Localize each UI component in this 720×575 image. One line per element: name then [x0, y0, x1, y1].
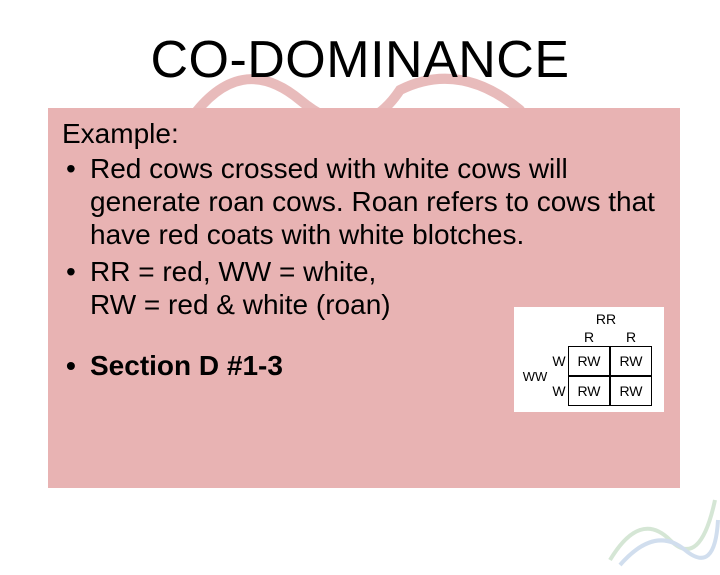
punnett-cell: RW [610, 346, 652, 376]
genotype-line-1: RR = red, WW = white, [90, 256, 376, 287]
punnett-empty [550, 328, 568, 346]
punnett-col-header: R [610, 328, 652, 346]
punnett-cell: RW [568, 376, 610, 406]
content-box: Example: Red cows crossed with white cow… [48, 108, 680, 488]
example-label: Example: [62, 118, 666, 150]
punnett-side-parent: WW [520, 346, 550, 406]
punnett-cell: RW [568, 346, 610, 376]
list-item: Red cows crossed with white cows will ge… [62, 152, 666, 251]
punnett-cell: RW [610, 376, 652, 406]
slide-title: CO-DOMINANCE [0, 30, 720, 90]
punnett-square: RR R R WW W RW RW W RW RW [514, 307, 664, 412]
punnett-grid: R R WW W RW RW W RW RW [520, 328, 658, 406]
punnett-col-header: R [568, 328, 610, 346]
punnett-row-header: W [550, 376, 568, 406]
punnett-top-parent: RR [554, 311, 658, 327]
genotype-line-2: RW = red & white (roan) [90, 289, 391, 320]
punnett-row-header: W [550, 346, 568, 376]
punnett-empty [520, 328, 550, 346]
